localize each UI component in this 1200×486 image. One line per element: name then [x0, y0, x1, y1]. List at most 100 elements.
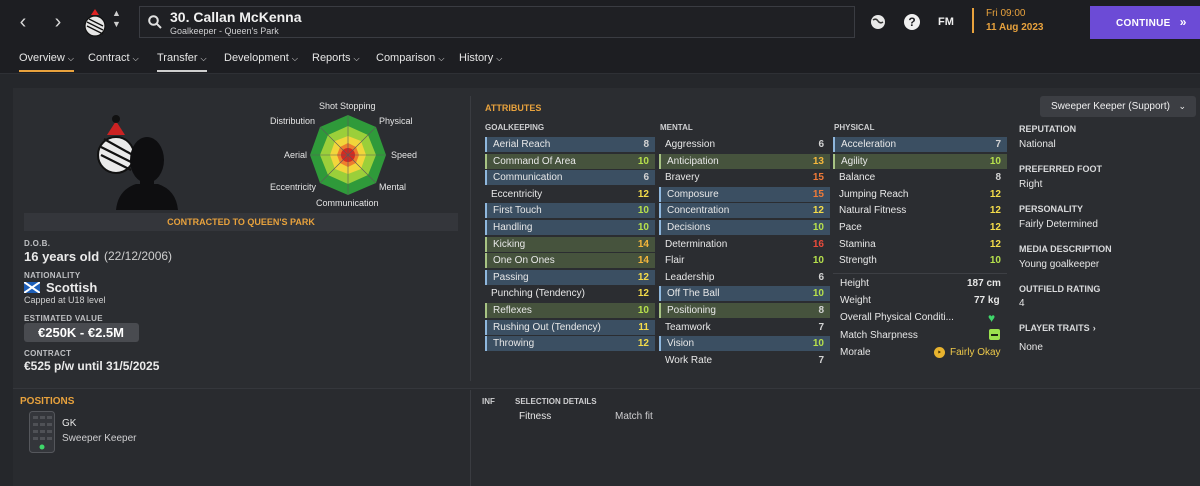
tab-comparison[interactable]: Comparison ⌵	[376, 52, 445, 64]
height-label: Height	[840, 278, 869, 289]
mental-attribute-row[interactable]: Aggression 6	[659, 137, 830, 152]
attribute-value: 16	[812, 238, 824, 250]
fm-logo[interactable]: FM	[938, 16, 954, 28]
goalkeeping-attribute-row[interactable]: Punching (Tendency) 12	[485, 286, 655, 301]
attribute-name: Reflexes	[493, 305, 532, 316]
mental-attribute-row[interactable]: Determination 16	[659, 237, 830, 252]
attribute-value: 6	[818, 271, 824, 283]
radar-label-speed: Speed	[391, 150, 418, 160]
mental-attribute-row[interactable]: Bravery 15	[659, 170, 830, 185]
attribute-value: 12	[637, 271, 649, 283]
attribute-name: Decisions	[667, 222, 711, 233]
forward-arrow-icon[interactable]: ›	[54, 11, 62, 33]
mental-attribute-row[interactable]: Leadership 6	[659, 270, 830, 285]
goalkeeping-attribute-row[interactable]: First Touch 10	[485, 203, 655, 219]
mental-attribute-row[interactable]: Concentration 12	[659, 203, 830, 219]
back-arrow-icon[interactable]: ‹	[19, 11, 27, 33]
attribute-name: Throwing	[493, 338, 535, 350]
globe-icon[interactable]	[870, 14, 886, 30]
role-selector[interactable]: Sweeper Keeper (Support) ⌄	[1040, 96, 1196, 117]
mental-attribute-row[interactable]: Teamwork 7	[659, 320, 830, 335]
attribute-value: 7	[818, 354, 824, 366]
game-date[interactable]: Fri 09:00 11 Aug 2023	[972, 8, 1043, 33]
attribute-value: 10	[812, 288, 824, 300]
chevron-down-icon: ⌵	[67, 54, 74, 63]
mental-attribute-row[interactable]: Work Rate 7	[659, 353, 830, 368]
physical-attribute-row[interactable]: Balance 8	[833, 170, 1007, 185]
physical-attribute-row[interactable]: Strength 10	[833, 253, 1007, 268]
tab-development[interactable]: Development ⌵	[224, 52, 298, 64]
tab-reports[interactable]: Reports ⌵	[312, 52, 360, 64]
goalkeeping-attribute-row[interactable]: Reflexes 10	[485, 303, 655, 318]
goalkeeping-attribute-row[interactable]: Handling 10	[485, 220, 655, 235]
physical-attribute-row[interactable]: Stamina 12	[833, 237, 1007, 252]
personality-label: PERSONALITY	[1019, 204, 1084, 214]
day-time: Fri 09:00	[986, 8, 1026, 19]
goalkeeping-attribute-row[interactable]: Communication 6	[485, 170, 655, 186]
attribute-name: Punching (Tendency)	[491, 288, 585, 300]
goalkeeping-header: GOALKEEPING	[485, 123, 545, 132]
mental-attribute-row[interactable]: Flair 10	[659, 253, 830, 268]
chevron-down-icon: ⌵	[132, 54, 139, 63]
mental-attribute-row[interactable]: Composure 15	[659, 186, 830, 202]
club-crest-large-icon	[97, 115, 135, 174]
top-bar: ‹ › ▲ ▼ 30. Callan McKenna Goalkeeper - Q…	[0, 0, 1200, 46]
attribute-value: 10	[637, 222, 649, 233]
selection-details-label: SELECTION DETAILS	[515, 397, 597, 406]
mental-attribute-row[interactable]: Vision 10	[659, 336, 830, 352]
tab-contract[interactable]: Contract ⌵	[88, 52, 139, 64]
attribute-value: 12	[989, 188, 1001, 200]
physical-attribute-row[interactable]: Pace 12	[833, 220, 1007, 235]
tab-history[interactable]: History ⌵	[459, 52, 503, 64]
morale-value: Fairly Okay	[950, 347, 1001, 358]
radar-label-shot-stopping: Shot Stopping	[319, 101, 376, 111]
chevron-down-icon: ⌵	[438, 54, 445, 63]
reputation-label: REPUTATION	[1019, 124, 1077, 134]
attribute-name: Teamwork	[665, 321, 711, 333]
heart-icon: ♥	[988, 311, 996, 325]
mental-attribute-row[interactable]: Positioning 8	[659, 303, 830, 318]
pitch-position-icon[interactable]	[29, 411, 55, 453]
goalkeeping-attribute-row[interactable]: Rushing Out (Tendency) 11	[485, 319, 655, 335]
attribute-value: 15	[812, 188, 824, 200]
tab-overview[interactable]: Overview ⌵	[19, 52, 74, 72]
morale-icon: ‣	[934, 347, 945, 358]
attribute-name: Passing	[493, 271, 529, 283]
physical-attribute-row[interactable]: Natural Fitness 12	[833, 203, 1007, 218]
mental-attribute-row[interactable]: Off The Ball 10	[659, 286, 830, 302]
mental-attribute-row[interactable]: Decisions 10	[659, 220, 830, 235]
attribute-value: 8	[643, 139, 649, 150]
goalkeeping-attribute-row[interactable]: Eccentricity 12	[485, 187, 655, 202]
player-name: 30. Callan McKenna	[170, 9, 302, 25]
morale-label: Morale	[840, 347, 871, 358]
search-icon[interactable]	[148, 15, 162, 29]
physical-attribute-row[interactable]: Acceleration 7	[833, 137, 1007, 152]
club-crest-icon[interactable]	[82, 7, 108, 39]
estimated-value-badge[interactable]: €250K - €2.5M	[24, 323, 139, 342]
outfield-value: 4	[1019, 298, 1025, 309]
physical-attribute-row[interactable]: Agility 10	[833, 153, 1007, 169]
nationality-value[interactable]: Scottish	[46, 280, 98, 295]
tab-transfer[interactable]: Transfer ⌵	[157, 52, 207, 72]
height-value: 187 cm	[967, 278, 1001, 289]
dob-label: D.O.B.	[24, 239, 51, 248]
goalkeeping-attribute-row[interactable]: Passing 12	[485, 269, 655, 285]
attribute-value: 15	[812, 172, 824, 184]
attribute-name: Handling	[493, 222, 533, 233]
club-switch-arrows-icon[interactable]: ▲ ▼	[112, 8, 121, 29]
help-icon[interactable]: ?	[904, 14, 920, 30]
goalkeeping-attribute-row[interactable]: Aerial Reach 8	[485, 137, 655, 152]
attribute-name: Composure	[667, 188, 719, 200]
physical-attribute-row[interactable]: Jumping Reach 12	[833, 187, 1007, 202]
goalkeeping-attribute-row[interactable]: One On Ones 14	[485, 253, 655, 269]
traits-link[interactable]: PLAYER TRAITS ›	[1019, 323, 1096, 333]
attribute-name: Pace	[839, 222, 862, 233]
mental-attribute-row[interactable]: Anticipation 13	[659, 153, 830, 169]
goalkeeping-attribute-row[interactable]: Command Of Area 10	[485, 153, 655, 169]
positions-title: POSITIONS	[20, 396, 75, 407]
goalkeeping-attribute-row[interactable]: Kicking 14	[485, 236, 655, 252]
chevron-down-icon: ⌵	[496, 54, 503, 63]
continue-button[interactable]: CONTINUE »	[1090, 6, 1200, 39]
attribute-name: Vision	[667, 338, 695, 350]
goalkeeping-attribute-row[interactable]: Throwing 12	[485, 336, 655, 352]
